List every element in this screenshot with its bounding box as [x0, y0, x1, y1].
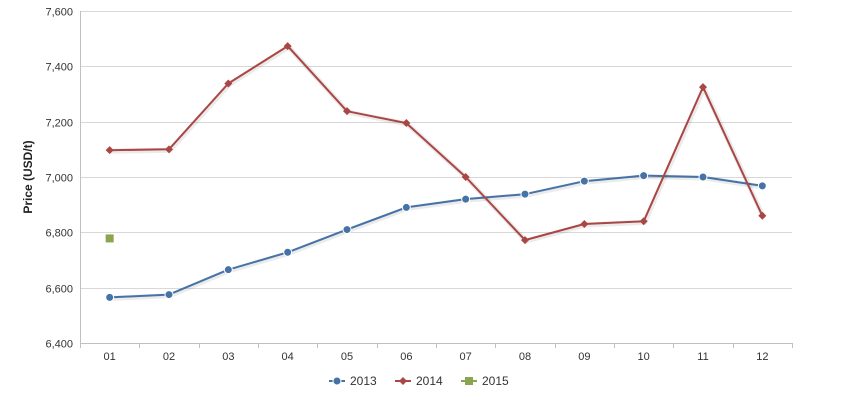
y-axis-title: Price (USD/t) — [21, 140, 35, 213]
legend-label: 2013 — [350, 374, 377, 388]
data-point — [639, 217, 648, 226]
axes: 6,400 6,600 6,800 7,000 7,200 7,400 7,600 01 02 0… — [45, 7, 793, 363]
data-point — [521, 236, 529, 245]
data-point — [105, 292, 115, 302]
series-layer — [105, 42, 767, 302]
y-tick-label: 6,400 — [45, 339, 73, 351]
series-line-shadow — [110, 174, 764, 301]
data-point — [165, 145, 173, 154]
data-point — [105, 146, 114, 155]
data-point — [461, 194, 471, 204]
series-line-shadow — [110, 44, 766, 244]
data-point — [164, 290, 174, 300]
legend: 2013 2014 2015 — [329, 374, 509, 388]
legend-swatch-marker — [465, 377, 473, 385]
data-point — [343, 107, 351, 116]
x-tick-label: 12 — [756, 351, 768, 363]
x-tick-label: 03 — [222, 351, 234, 363]
x-tick-label: 02 — [163, 351, 175, 363]
data-point — [105, 234, 114, 243]
y-tick-label: 7,000 — [45, 173, 73, 185]
x-tick-label: 08 — [519, 351, 531, 363]
data-point — [520, 189, 530, 199]
x-tick-label: 06 — [400, 351, 412, 363]
y-tick-label: 6,600 — [45, 284, 73, 296]
legend-item-2015[interactable]: 2015 — [461, 374, 509, 388]
legend-swatch-marker — [399, 377, 407, 385]
data-point — [580, 220, 589, 229]
data-point — [699, 83, 707, 92]
y-tick-label: 7,400 — [45, 62, 73, 74]
series-2015 — [105, 234, 114, 243]
x-tick-label: 07 — [460, 351, 472, 363]
legend-label: 2015 — [482, 374, 509, 388]
data-point — [698, 172, 708, 182]
series-2014 — [105, 42, 767, 245]
x-tick-label: 09 — [578, 351, 590, 363]
x-tick-label: 11 — [697, 351, 708, 363]
grid-lines — [80, 11, 792, 344]
x-tick-label: 04 — [282, 351, 294, 363]
data-point — [579, 176, 589, 186]
data-point — [639, 171, 649, 181]
legend-label: 2014 — [416, 374, 443, 388]
data-point — [342, 225, 352, 235]
data-point — [757, 181, 767, 191]
y-tick-label: 7,600 — [45, 7, 73, 19]
data-point — [402, 119, 411, 128]
data-point — [401, 202, 411, 212]
x-tick-label: 05 — [341, 351, 353, 363]
data-point — [223, 265, 233, 275]
legend-swatch-marker — [332, 376, 342, 386]
series-line-2014 — [109, 45, 764, 242]
data-point — [224, 79, 233, 88]
legend-item-2013[interactable]: 2013 — [329, 374, 377, 388]
legend-item-2014[interactable]: 2014 — [395, 374, 443, 388]
data-point — [461, 173, 470, 181]
y-tick-label: 7,200 — [45, 118, 73, 130]
data-point — [283, 247, 293, 257]
data-point — [283, 42, 292, 51]
series-2013 — [105, 171, 767, 302]
y-tick-label: 6,800 — [45, 228, 73, 240]
x-tick-label: 01 — [104, 351, 116, 363]
data-point — [758, 211, 767, 220]
series-line-2013 — [109, 174, 763, 299]
x-tick-label: 10 — [638, 351, 650, 363]
